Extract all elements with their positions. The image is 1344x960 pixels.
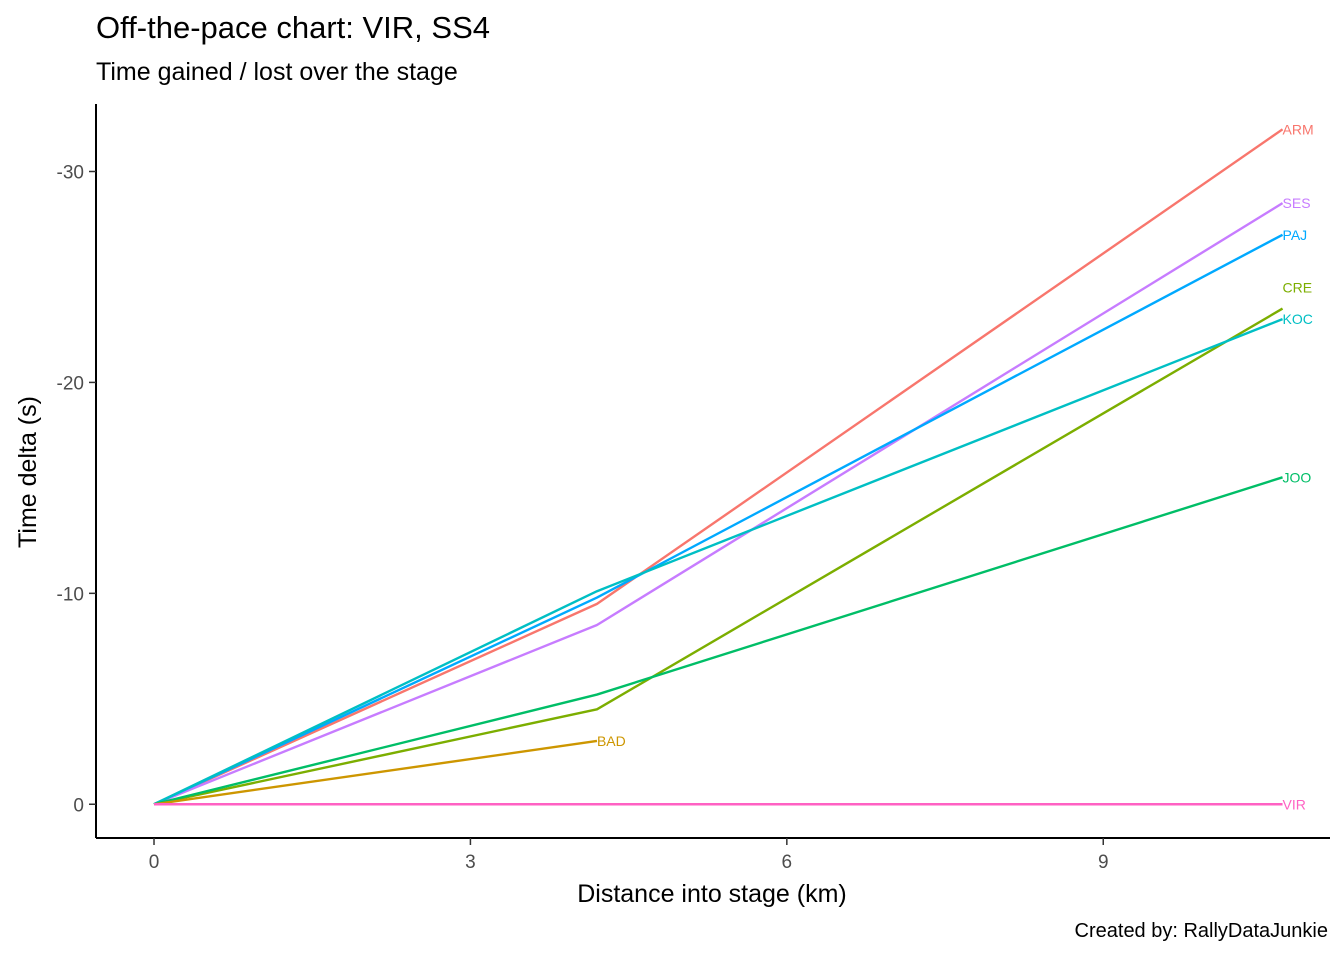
axes: 0 3 6 9 -30 -20 -10 0 [57,104,1330,873]
series-lines [153,128,1284,806]
series-label-vir: VIR [1283,796,1306,812]
x-tick-label: 6 [782,852,793,873]
series-label-arm: ARM [1283,121,1314,137]
x-tick-label: 3 [465,852,476,873]
x-axis-title: Distance into stage (km) [577,880,847,908]
y-tick-label: -30 [57,162,84,183]
series-line-paj [153,233,1284,806]
series-end-labels: ARM SES PAJ CRE KOC JOO BAD VIR [597,121,1314,812]
series-label-bad: BAD [597,733,626,749]
y-tick-label: 0 [73,795,84,816]
series-label-cre: CRE [1283,280,1313,296]
x-tick-label: 0 [149,852,160,873]
series-label-paj: PAJ [1283,227,1308,243]
y-axis-title: Time delta (s) [14,396,42,548]
series-line-cre [153,307,1284,806]
x-tick-label: 9 [1098,852,1109,873]
series-line-ses [153,202,1284,806]
chart-title: Off-the-pace chart: VIR, SS4 [96,10,490,45]
series-label-joo: JOO [1283,469,1312,485]
series-line-arm [153,128,1284,806]
chart-subtitle: Time gained / lost over the stage [96,58,458,86]
y-tick-label: -10 [57,584,84,605]
series-line-joo [153,476,1283,806]
series-label-ses: SES [1283,195,1311,211]
series-line-koc [153,318,1283,806]
series-label-koc: KOC [1283,311,1313,327]
y-tick-label: -20 [57,373,84,394]
chart-caption: Created by: RallyDataJunkie [1074,920,1328,942]
series-line-bad [153,739,598,806]
